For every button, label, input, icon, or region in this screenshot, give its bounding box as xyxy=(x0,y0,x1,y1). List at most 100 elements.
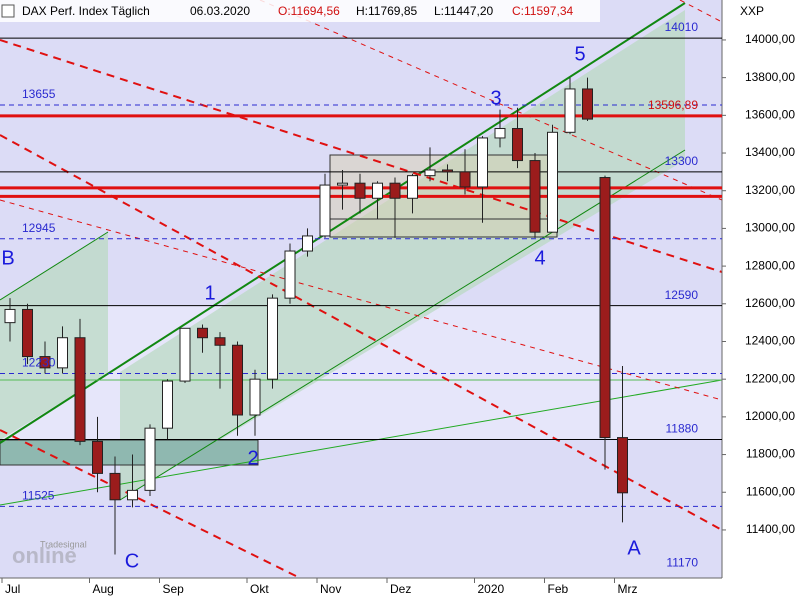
candle-body xyxy=(302,235,313,252)
y-tick-label: 14000,00 xyxy=(745,32,795,46)
wave-label: 4 xyxy=(534,247,545,269)
candle-body xyxy=(162,380,173,429)
fan-line xyxy=(0,134,723,531)
y-tick-label: 12200,00 xyxy=(745,371,795,385)
wave-label: 5 xyxy=(574,43,585,65)
logo: online xyxy=(12,543,77,568)
y-tick-label: 13600,00 xyxy=(745,108,795,122)
candle-body xyxy=(57,337,68,369)
candle-body xyxy=(459,171,471,188)
candle-body xyxy=(389,182,401,199)
y-tick-label: 13400,00 xyxy=(745,145,795,159)
labels: 140101365513596,891330012945125901223011… xyxy=(1,20,698,572)
candle-body xyxy=(547,131,558,233)
level-label: 11880 xyxy=(666,422,699,436)
candle-body xyxy=(22,308,33,358)
candle-body xyxy=(494,128,506,139)
y-tick-label: 11800,00 xyxy=(746,447,795,461)
candle-body xyxy=(4,308,16,324)
channel-line xyxy=(119,149,686,501)
y-tick-label: 13800,00 xyxy=(745,70,795,84)
y-tick-label: 13000,00 xyxy=(745,221,795,235)
date: 06.03.2020 xyxy=(190,4,250,18)
candle-body xyxy=(284,250,296,299)
wave-label: A xyxy=(627,537,641,559)
level-label: 13655 xyxy=(22,87,56,101)
candle-body xyxy=(599,177,611,439)
channel-line xyxy=(0,2,686,444)
candle-body xyxy=(617,437,628,494)
header-icon xyxy=(1,4,15,18)
y-tick-label: 11400,00 xyxy=(746,522,795,536)
y-tick-label: 13200,00 xyxy=(745,183,795,197)
fan-line xyxy=(259,0,723,201)
axis-label: XXP xyxy=(740,4,764,18)
zone-box xyxy=(0,439,259,466)
candle-body xyxy=(267,297,278,380)
candle-body xyxy=(512,128,523,162)
wave-label: B xyxy=(1,247,14,269)
header-bg xyxy=(0,0,600,22)
candle-body xyxy=(74,337,86,442)
candle-body xyxy=(214,337,226,346)
candle-body xyxy=(39,356,51,369)
candle-body xyxy=(407,175,418,199)
level-label: 11525 xyxy=(22,489,55,503)
fan-line xyxy=(679,0,723,23)
y-tick-label: 12000,00 xyxy=(745,409,795,423)
candle-body xyxy=(197,327,208,339)
candles xyxy=(4,77,628,555)
candle-body xyxy=(564,88,576,133)
candle-body xyxy=(372,182,383,199)
logo: Tradesignal xyxy=(40,539,87,549)
level-label: 14010 xyxy=(665,20,699,34)
y-tick-label: 12600,00 xyxy=(745,296,795,310)
wave-label: 3 xyxy=(490,87,501,109)
candle-body xyxy=(127,489,138,501)
candle-body xyxy=(529,160,541,233)
channel-area xyxy=(120,10,685,500)
wave-label: 1 xyxy=(204,282,215,304)
x-tick-label: Sep xyxy=(163,582,185,596)
candle-body xyxy=(249,378,261,416)
x-tick-label: Aug xyxy=(93,582,114,596)
candle-body xyxy=(424,169,436,177)
candle-body xyxy=(582,88,593,120)
x-tick-label: Feb xyxy=(548,582,569,596)
candle-body xyxy=(477,137,488,188)
candle-body xyxy=(179,327,191,382)
level-label: 12945 xyxy=(22,221,56,235)
channel-line xyxy=(0,231,109,301)
quote: O:11694,56 xyxy=(278,4,340,18)
quote: H:11769,85 xyxy=(356,4,417,18)
level-label: 12230 xyxy=(22,356,56,370)
candle-body xyxy=(442,169,453,173)
x-tick-label: Dez xyxy=(390,582,411,596)
level-label: 12590 xyxy=(665,288,699,302)
level-label: 13300 xyxy=(665,154,699,168)
candle-body xyxy=(354,182,366,199)
candle-body xyxy=(109,472,121,501)
level-label: 11170 xyxy=(666,555,698,569)
wave-label: 2 xyxy=(247,447,258,469)
chart-title: DAX Perf. Index Täglich xyxy=(22,4,150,18)
y-tick-label: 12800,00 xyxy=(745,258,795,272)
candle-body xyxy=(319,184,331,237)
x-tick-label: Jul xyxy=(5,582,20,596)
level-label: 13596,89 xyxy=(648,98,698,112)
x-tick-label: 2020 xyxy=(478,582,505,596)
quote: L:11447,20 xyxy=(434,4,493,18)
candle-body xyxy=(92,440,103,474)
x-tick-label: Okt xyxy=(250,582,269,596)
quote: C:11597,34 xyxy=(512,4,573,18)
candle-body xyxy=(144,427,156,491)
candle-body xyxy=(337,182,348,186)
x-tick-label: Mrz xyxy=(618,582,638,596)
x-tick-label: Nov xyxy=(320,582,341,596)
wave-label: C xyxy=(125,550,139,572)
candle-body xyxy=(232,344,243,416)
y-tick-label: 12400,00 xyxy=(745,334,795,348)
y-tick-label: 11600,00 xyxy=(746,484,795,498)
